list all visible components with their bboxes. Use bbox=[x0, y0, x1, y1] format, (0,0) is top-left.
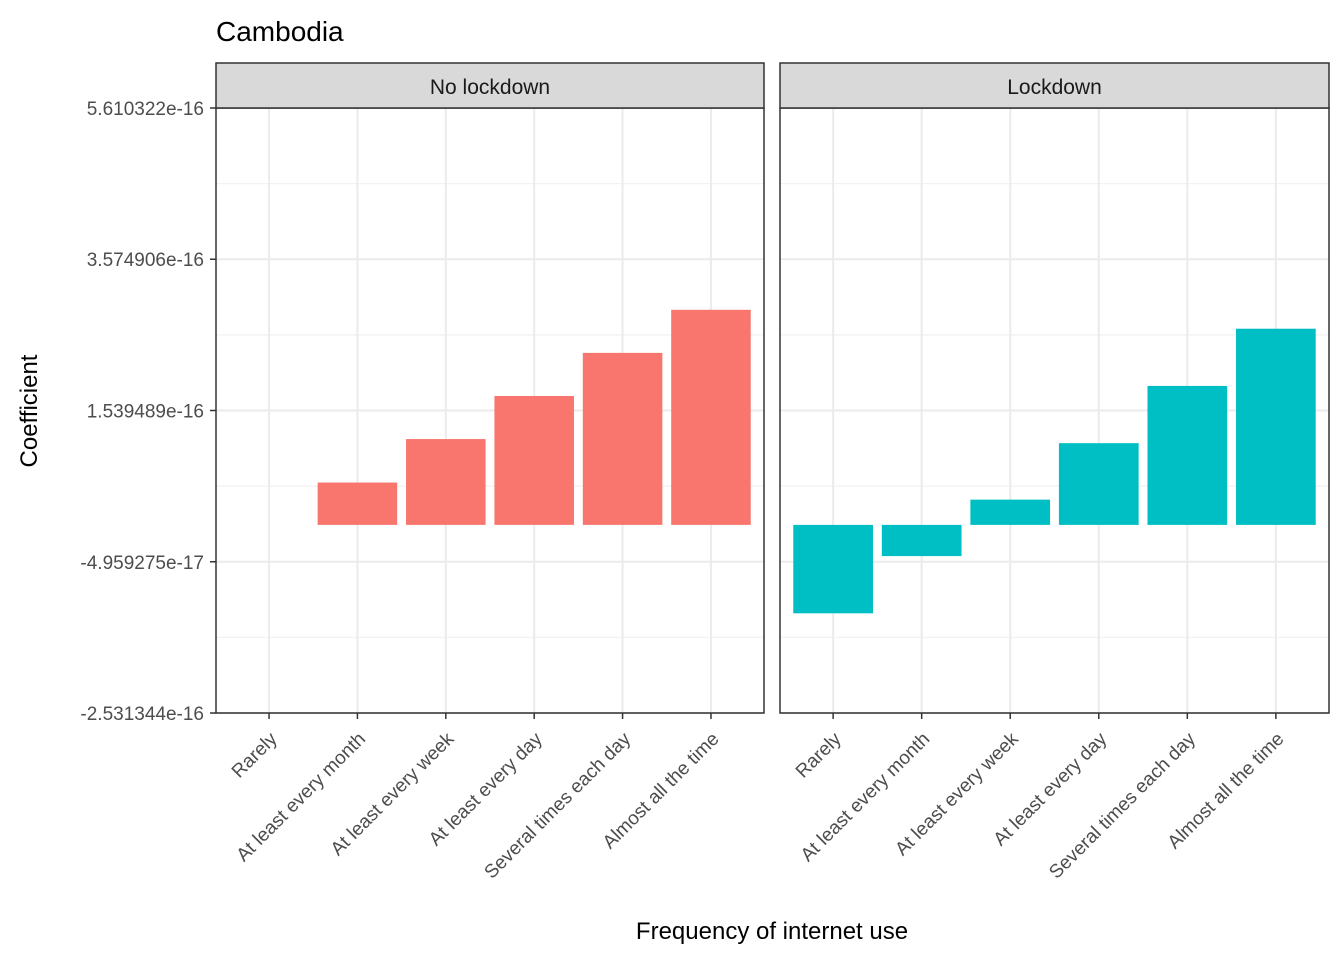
x-tick-label: Rarely bbox=[228, 728, 282, 782]
y-tick-label: 5.610322e-16 bbox=[87, 99, 204, 120]
y-tick-label: 1.539489e-16 bbox=[87, 402, 204, 423]
y-axis-title: Coefficient bbox=[16, 354, 43, 467]
bar-no-lockdown-several-times-each-day bbox=[582, 352, 663, 525]
bar-no-lockdown-at-least-every-month bbox=[317, 482, 398, 525]
bar-no-lockdown-at-least-every-day bbox=[494, 395, 574, 525]
y-tick-label: -2.531344e-16 bbox=[80, 704, 204, 725]
facet-strip bbox=[779, 62, 1330, 109]
x-tick-label: Rarely bbox=[792, 728, 846, 782]
bar-lockdown-at-least-every-week bbox=[970, 499, 1051, 525]
bar-no-lockdown-almost-all-the-time bbox=[671, 309, 751, 525]
facet-strip-label: No lockdown bbox=[430, 76, 550, 99]
bar-lockdown-at-least-every-month bbox=[881, 524, 962, 557]
y-tick-label: -4.959275e-17 bbox=[80, 553, 204, 574]
x-tick-label: Several times each day bbox=[481, 728, 636, 883]
bar-lockdown-several-times-each-day bbox=[1147, 385, 1228, 525]
bar-lockdown-almost-all-the-time bbox=[1236, 328, 1316, 525]
x-tick-label: Several times each day bbox=[1045, 728, 1200, 883]
x-axis-title: Frequency of internet use bbox=[636, 918, 908, 945]
bar-lockdown-rarely bbox=[793, 524, 873, 614]
chart-title: Cambodia bbox=[216, 16, 344, 47]
facet-strip-label: Lockdown bbox=[1007, 76, 1102, 99]
y-axis: -2.531344e-16 -4.959275e-17 1.539489e-16 3.… bbox=[80, 99, 216, 725]
y-tick-label: 3.574906e-16 bbox=[87, 250, 204, 271]
bar-lockdown-at-least-every-day bbox=[1058, 443, 1139, 525]
facet-strip bbox=[215, 62, 765, 109]
bar-no-lockdown-at-least-every-week bbox=[406, 439, 486, 525]
